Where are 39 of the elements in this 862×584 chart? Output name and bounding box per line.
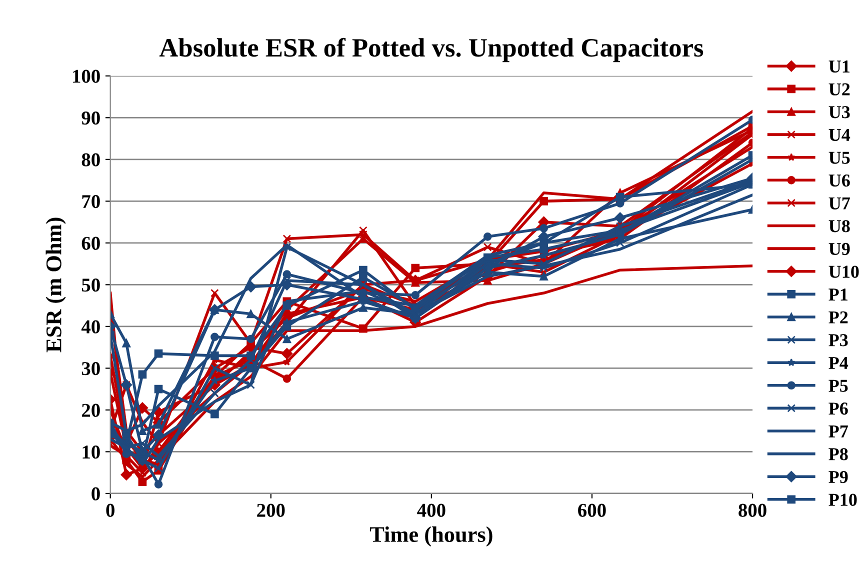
x-tick-label: 0 [106, 504, 114, 517]
chart-title: Absolute ESR of Potted vs. Unpotted Capacitors [159, 38, 704, 62]
y-tick-label: 20 [82, 404, 100, 417]
y-tick-label: 70 [82, 195, 100, 208]
legend-label: U5 [828, 152, 850, 164]
legend-label: P7 [828, 425, 848, 438]
x-tick-label: 400 [417, 504, 446, 517]
y-tick-label: 60 [82, 236, 100, 250]
legend-label: U8 [828, 220, 850, 232]
legend-label: U1 [828, 60, 850, 73]
legend-label: U9 [828, 242, 850, 256]
legend-label: P1 [828, 288, 848, 300]
x-axis-title: Time (hours) [370, 526, 492, 547]
legend-label: U3 [828, 106, 850, 118]
y-tick-label: 10 [82, 446, 100, 459]
legend-label: U10 [828, 266, 859, 278]
legend-label: P9 [828, 470, 848, 484]
x-tick-label: 800 [738, 504, 766, 517]
x-tick-label: 600 [578, 504, 606, 517]
y-tick-label: 30 [82, 362, 100, 376]
y-tick-label: 80 [82, 153, 100, 166]
legend-label: P2 [828, 311, 848, 324]
y-tick-label: 100 [73, 70, 100, 83]
legend-label: P6 [828, 402, 848, 415]
legend-label: U2 [828, 83, 850, 96]
x-tick-label: 200 [257, 504, 285, 517]
y-axis-title: ESR (m Ohm) [46, 218, 66, 352]
legend-label: P4 [828, 357, 848, 369]
y-tick-label: 90 [82, 111, 100, 125]
y-tick-label: 50 [82, 278, 100, 292]
legend-label: U6 [828, 174, 850, 187]
legend-label: P10 [828, 494, 857, 506]
y-tick-label: 40 [81, 320, 100, 334]
legend-label: P5 [828, 380, 848, 392]
y-tick-label: 0 [92, 487, 100, 500]
legend-label: U7 [828, 197, 850, 210]
legend-label: U4 [828, 128, 850, 142]
legend-label: P8 [828, 448, 848, 460]
legend-label: P3 [828, 334, 848, 346]
